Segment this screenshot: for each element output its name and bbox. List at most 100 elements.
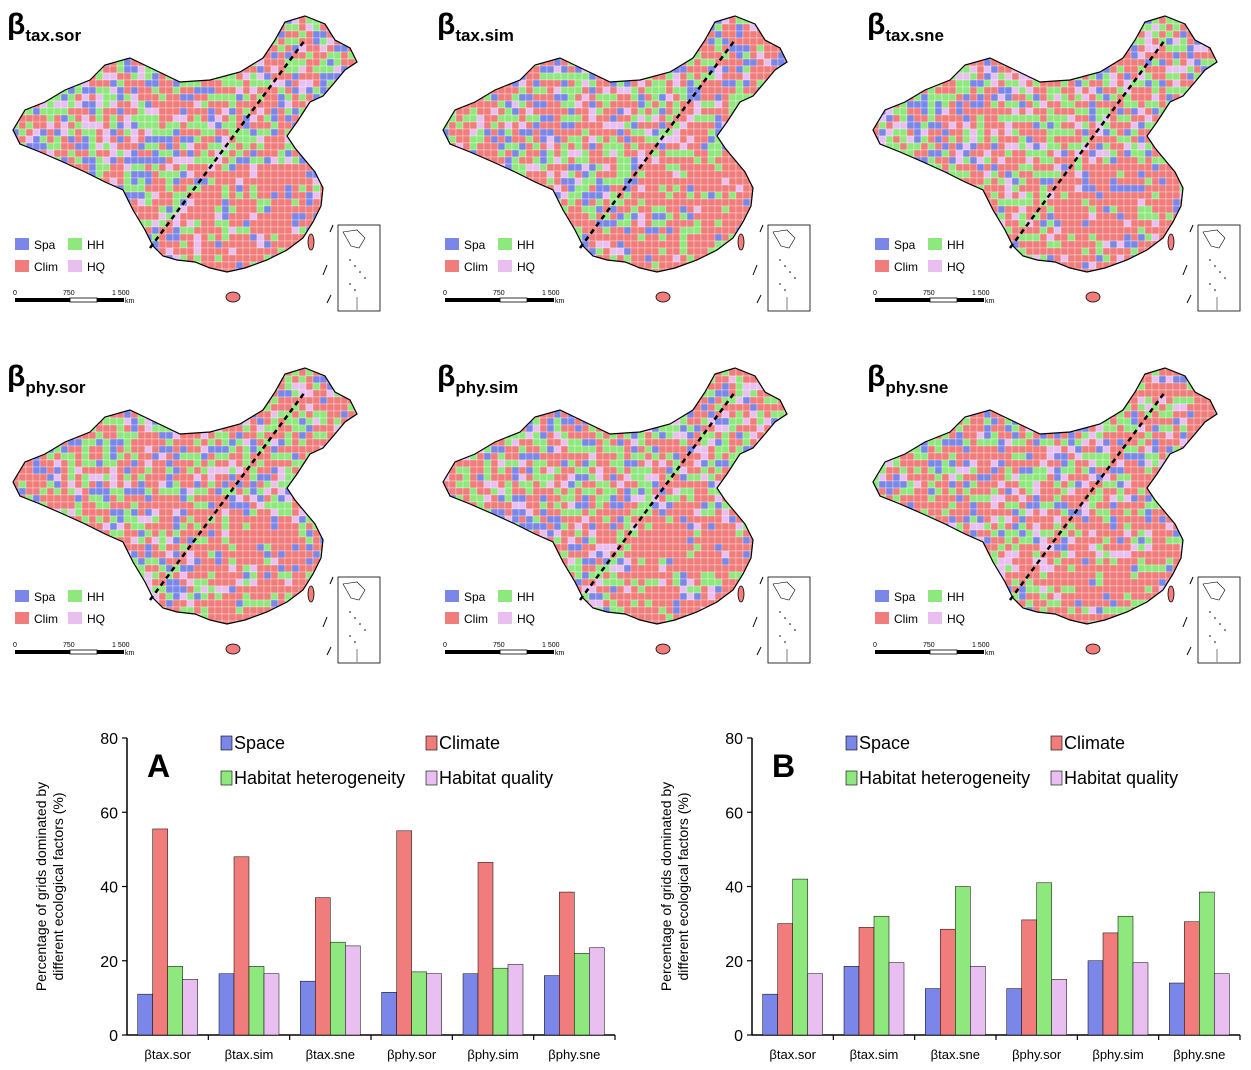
map-title: βphy.sne (867, 362, 948, 403)
legend-label: Space (234, 733, 285, 753)
legend-label: Habitat heterogeneity (859, 768, 1030, 788)
bar (1214, 974, 1229, 1035)
bar (1037, 883, 1052, 1035)
map-title-symbol: β (867, 8, 885, 41)
map-title: βphy.sim (437, 362, 518, 403)
map-legend-label: HH (947, 590, 964, 604)
map-title-symbol: β (7, 360, 25, 393)
map-legend-label: Spa (894, 590, 916, 604)
x-tick-label: βphy.sim (467, 1047, 518, 1062)
map-title-subscript: tax.sne (885, 26, 944, 45)
map-legend-label: Spa (34, 238, 56, 252)
bar (544, 976, 559, 1035)
bar (412, 972, 427, 1035)
bar (183, 979, 198, 1035)
map-legend-label: HH (517, 238, 534, 252)
bar (1133, 963, 1148, 1035)
bar (153, 829, 168, 1035)
y-tick-label: 60 (725, 805, 743, 822)
panel-label: A (147, 748, 170, 784)
bar (1022, 920, 1037, 1035)
bar (315, 898, 330, 1035)
map-legend-label: HQ (517, 612, 535, 626)
map-legend-label: Spa (464, 590, 486, 604)
legend-label: Habitat quality (439, 768, 553, 788)
legend-label: Climate (1064, 733, 1125, 753)
map-legend-label: HQ (947, 260, 965, 274)
bar (763, 994, 778, 1035)
map-legend-label: Clim (464, 612, 488, 626)
y-axis-label: different ecological factors (%) (50, 792, 66, 980)
bar (1118, 916, 1133, 1035)
y-tick-label: 0 (734, 1028, 743, 1045)
bar (859, 927, 874, 1035)
y-axis-label: Percentage of grids dominated by (658, 782, 674, 991)
bar (1103, 933, 1118, 1035)
svg-text:750: 750 (63, 290, 75, 297)
map-legend-label: Clim (894, 260, 918, 274)
bar (168, 966, 183, 1035)
map-legend-label: HQ (517, 260, 535, 274)
map-legend-label: HH (87, 590, 104, 604)
y-axis-label: Percentage of grids dominated by (33, 782, 49, 991)
y-tick-label: 40 (725, 880, 743, 897)
map-title-symbol: β (867, 360, 885, 393)
svg-text:1 500: 1 500 (542, 290, 560, 297)
x-tick-label: βtax.sne (931, 1047, 980, 1062)
bar (219, 974, 234, 1035)
y-tick-label: 20 (100, 954, 118, 971)
x-tick-label: βphy.sor (1012, 1047, 1062, 1062)
legend-label: Habitat quality (1064, 768, 1178, 788)
y-axis-label: different ecological factors (%) (675, 792, 691, 980)
map-title: βtax.sim (437, 10, 514, 51)
x-tick-label: βtax.sim (850, 1047, 899, 1062)
map-legend-label: Spa (894, 238, 916, 252)
bar (559, 892, 574, 1035)
bar (925, 989, 940, 1035)
bar (493, 968, 508, 1035)
x-tick-label: βphy.sne (1173, 1047, 1225, 1062)
map-legend-label: HQ (87, 612, 105, 626)
bar (234, 857, 249, 1035)
map-legend-label: HH (87, 238, 104, 252)
map-title-subscript: phy.sim (455, 378, 518, 397)
bar (1007, 989, 1022, 1035)
svg-text:750: 750 (493, 290, 505, 297)
panel-label: B (772, 748, 795, 784)
map-legend-label: HQ (87, 260, 105, 274)
y-tick-label: 80 (100, 731, 118, 748)
bar (778, 924, 793, 1035)
map-title-symbol: β (437, 8, 455, 41)
bar (955, 887, 970, 1036)
map-legend-label: Spa (34, 590, 56, 604)
bar (382, 992, 397, 1035)
map-title-symbol: β (7, 8, 25, 41)
bar (508, 964, 523, 1035)
map-title-subscript: tax.sim (455, 26, 514, 45)
map-title-subscript: phy.sne (885, 378, 948, 397)
map-legend-label: Spa (464, 238, 486, 252)
x-tick-label: βphy.sne (548, 1047, 600, 1062)
map-legend-label: HQ (947, 612, 965, 626)
svg-text:0: 0 (13, 290, 17, 297)
legend-label: Climate (439, 733, 500, 753)
bar (1169, 983, 1184, 1035)
svg-text:km: km (555, 298, 565, 305)
y-tick-label: 40 (100, 880, 118, 897)
bar (589, 948, 604, 1035)
bar (300, 981, 315, 1035)
y-tick-label: 0 (109, 1028, 118, 1045)
bar (138, 994, 153, 1035)
bar (574, 953, 589, 1035)
